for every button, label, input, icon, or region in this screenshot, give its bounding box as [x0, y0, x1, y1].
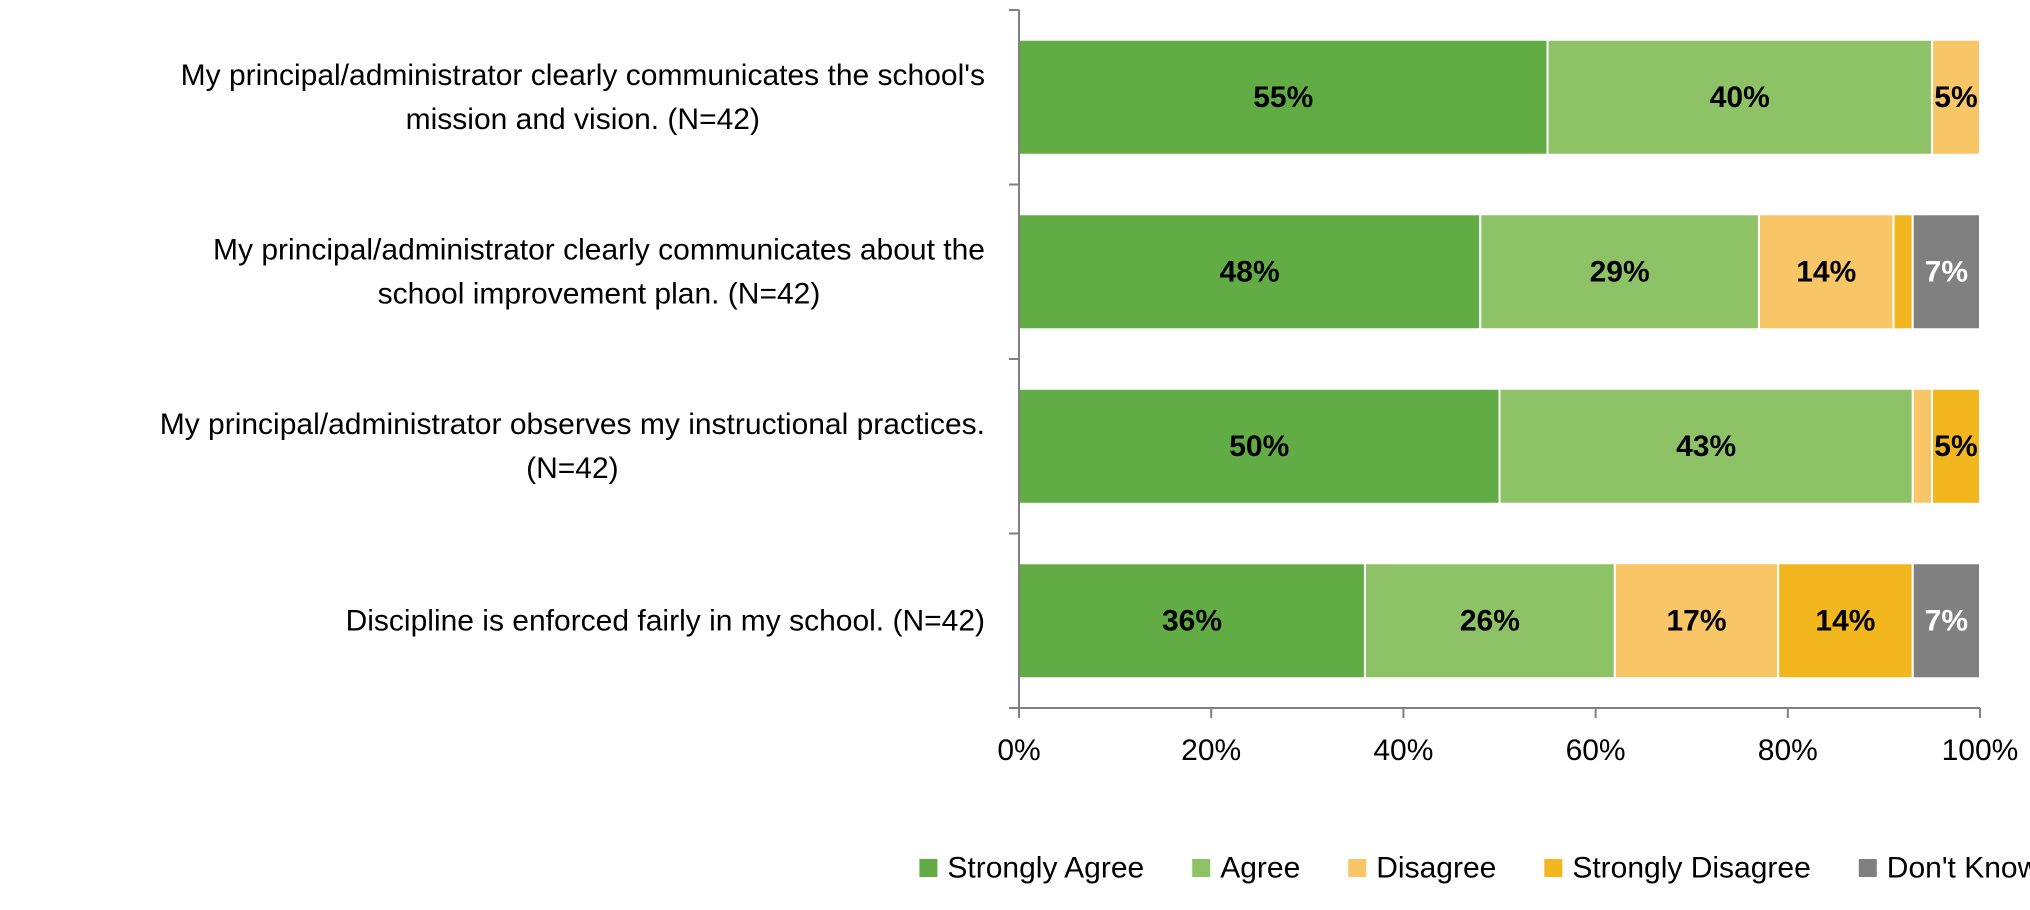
data-label-4-strongly-agree: 36%	[1162, 604, 1222, 637]
data-label-2-agree: 29%	[1590, 255, 1650, 288]
x-tick-label: 80%	[1758, 734, 1818, 767]
legend-swatch	[1544, 859, 1563, 877]
bar-segment-2-agree	[1479, 213, 1760, 331]
data-label-2-strongly-agree: 48%	[1220, 255, 1280, 288]
x-tick-label: 20%	[1181, 734, 1241, 767]
category-label-3-line-2: (N=42)	[526, 452, 619, 485]
bar-segment-4-don-t-know	[1911, 562, 1981, 680]
plot-area: 55% 40% 5% 48% 29% 14% 7% 50% 43% 5% 36% 26% 17% 14% 7…	[160, 9, 2018, 767]
x-tick-labels: 0% 20% 40% 60% 80% 100%	[997, 734, 2018, 767]
bar-segment-2-don-t-know	[1911, 213, 1981, 331]
legend-label: Strongly Agree	[947, 852, 1144, 885]
bar-segment-3-strongly-disagree	[1930, 387, 1981, 505]
legend-swatch	[1348, 859, 1367, 877]
bar-segment-2-strongly-disagree	[1892, 213, 1914, 331]
bar-segment-4-strongly-disagree	[1777, 562, 1914, 680]
bar-segment-1-disagree	[1930, 38, 1981, 156]
category-label-1-line-2: mission and vision. (N=42)	[406, 103, 760, 136]
legend-label: Don't Know	[1887, 852, 2030, 885]
legend-item-strongly-disagree: Strongly Disagree	[1544, 852, 1811, 885]
bar-segment-4-agree	[1363, 562, 1616, 680]
x-tick-label: 40%	[1373, 734, 1433, 767]
legend: Strongly Agree Agree Disagree Strongly Disa…	[919, 852, 2030, 885]
category-labels: My principal/administrator clearly commu…	[160, 59, 985, 638]
axes	[1009, 9, 1981, 718]
x-tick-label: 60%	[1566, 734, 1626, 767]
segment-labels: 55% 40% 5% 48% 29% 14% 7% 50% 43% 5% 36% 26% 17% 14% 7…	[1162, 81, 1978, 638]
legend-swatch	[1192, 859, 1211, 877]
bar-segment-3-disagree	[1911, 387, 1933, 505]
legend-item-strongly-agree: Strongly Agree	[919, 852, 1144, 885]
data-label-4-don-t-know: 7%	[1925, 604, 1968, 637]
data-label-3-strongly-disagree: 5%	[1934, 430, 1977, 463]
category-label-2-line-1: My principal/administrator clearly commu…	[213, 233, 985, 266]
legend-label: Agree	[1220, 852, 1300, 885]
data-label-1-strongly-agree: 55%	[1253, 81, 1313, 114]
x-tick-label: 100%	[1942, 734, 2019, 767]
data-label-4-strongly-disagree: 14%	[1815, 604, 1875, 637]
data-label-3-agree: 43%	[1676, 430, 1736, 463]
data-label-1-agree: 40%	[1710, 81, 1770, 114]
bar-segment-1-agree	[1546, 38, 1933, 156]
legend-swatch	[1858, 859, 1877, 877]
x-tick-label: 0%	[997, 734, 1040, 767]
legend-label: Disagree	[1376, 852, 1496, 885]
data-label-2-disagree: 14%	[1796, 255, 1856, 288]
category-label-1-line-1: My principal/administrator clearly commu…	[181, 59, 985, 92]
data-label-3-strongly-agree: 50%	[1229, 430, 1289, 463]
bar-segment-2-disagree	[1757, 213, 1895, 331]
legend-swatch	[919, 859, 938, 877]
data-label-2-don-t-know: 7%	[1925, 255, 1968, 288]
bars-group	[1018, 38, 1981, 680]
legend-item-agree: Agree	[1192, 852, 1300, 885]
data-label-4-agree: 26%	[1460, 604, 1520, 637]
data-label-4-disagree: 17%	[1666, 604, 1726, 637]
category-label-4-line-1: Discipline is enforced fairly in my scho…	[346, 604, 985, 637]
bar-segment-2-strongly-agree	[1018, 213, 1482, 331]
category-label-2-line-2: school improvement plan. (N=42)	[378, 277, 821, 310]
legend-item-don-t-know: Don't Know	[1858, 852, 2030, 885]
data-label-1-disagree: 5%	[1934, 81, 1977, 114]
bar-segment-1-strongly-agree	[1018, 38, 1549, 156]
legend-item-disagree: Disagree	[1348, 852, 1496, 885]
category-label-3-line-1: My principal/administrator observes my i…	[160, 408, 985, 441]
bar-segment-4-disagree	[1613, 562, 1780, 680]
legend-label: Strongly Disagree	[1572, 852, 1810, 885]
bar-segment-3-agree	[1498, 387, 1914, 505]
